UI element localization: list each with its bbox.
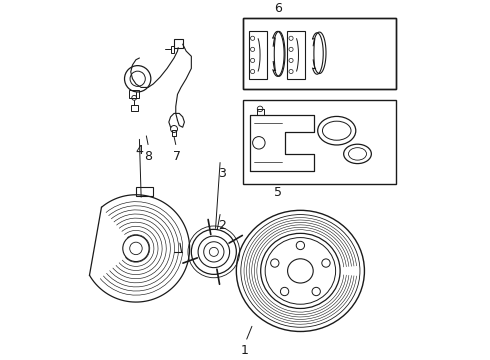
Text: 8: 8 bbox=[144, 150, 152, 163]
Bar bbox=[249, 31, 267, 79]
Bar bbox=[287, 31, 305, 79]
Bar bbox=[245, 20, 394, 87]
Text: 7: 7 bbox=[173, 150, 181, 163]
Bar bbox=[243, 100, 395, 184]
Text: 4: 4 bbox=[135, 144, 144, 157]
Bar bbox=[247, 31, 267, 80]
Bar bbox=[174, 39, 183, 48]
Text: 2: 2 bbox=[219, 219, 226, 232]
Bar bbox=[129, 90, 140, 98]
Text: 1: 1 bbox=[241, 344, 249, 357]
Bar bbox=[171, 46, 174, 53]
Bar bbox=[257, 109, 264, 115]
Text: 5: 5 bbox=[274, 186, 282, 199]
Bar bbox=[243, 18, 395, 89]
Bar bbox=[172, 130, 176, 136]
Bar bbox=[131, 105, 138, 111]
Bar bbox=[243, 18, 395, 89]
Bar bbox=[136, 187, 153, 197]
Text: 6: 6 bbox=[274, 2, 282, 15]
Text: 3: 3 bbox=[219, 167, 226, 180]
Bar bbox=[287, 31, 306, 80]
